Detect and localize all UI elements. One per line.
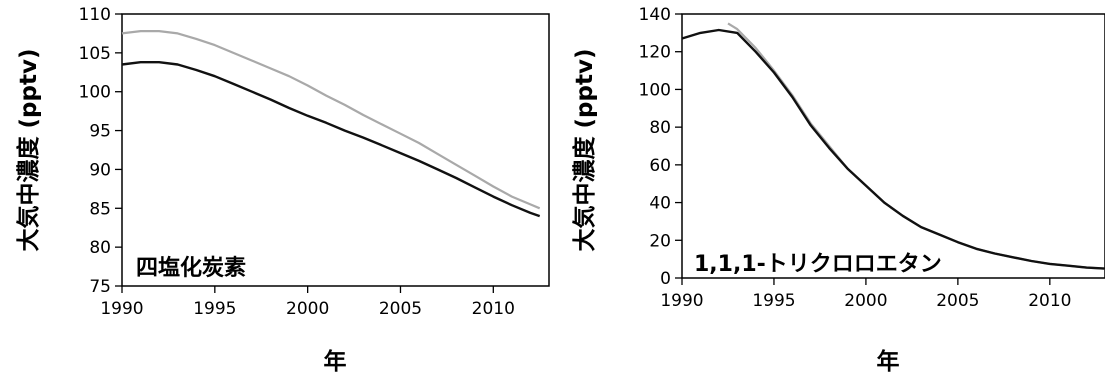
- y-tick-label: 110: [79, 5, 111, 25]
- y-tick-label: 20: [649, 231, 671, 251]
- y-tick-label: 75: [89, 277, 111, 297]
- y-tick-label: 90: [89, 160, 111, 180]
- y-tick-label: 85: [89, 199, 111, 219]
- series-lines: [121, 30, 541, 218]
- series-line-1: [121, 30, 541, 210]
- series-lines: [681, 22, 1105, 270]
- y-tick-label: 40: [649, 194, 671, 214]
- plot-frame: [681, 13, 1105, 279]
- x-tick-label: 1990: [660, 291, 703, 311]
- plot-frame: [121, 13, 550, 287]
- x-tick-label: 1995: [752, 291, 795, 311]
- y-ticks: 75 80 85 90 95 100 105 110: [79, 5, 122, 297]
- x-ticks: 1990 1995 2000 2005 2010: [660, 278, 1071, 311]
- y-tick-label: 120: [639, 43, 671, 63]
- series-line-1: [727, 22, 1105, 270]
- y-tick-label: 80: [649, 118, 671, 138]
- y-axis-label: 大気中濃度 (pptv): [571, 49, 598, 252]
- x-axis-label: 年: [877, 348, 900, 374]
- x-axis-label: 年: [324, 348, 347, 374]
- x-tick-label: 2005: [379, 299, 422, 319]
- y-axis-label: 大気中濃度 (pptv): [15, 49, 42, 252]
- x-tick-label: 2005: [936, 291, 979, 311]
- carbon-tetrachloride-panel: 75 80 85 90 95 100 105 110 1990 1995 2000 2005 2010…: [15, 5, 550, 374]
- series-line-2: [121, 61, 541, 218]
- x-tick-label: 2010: [472, 299, 515, 319]
- y-tick-label: 95: [89, 122, 111, 142]
- panel-annotation: 1,1,1-トリクロロエタン: [694, 252, 942, 277]
- x-tick-label: 1990: [100, 299, 143, 319]
- x-tick-label: 2000: [286, 299, 329, 319]
- y-tick-label: 100: [79, 83, 111, 103]
- series-line-2: [681, 28, 1105, 270]
- panel-annotation: 四塩化炭素: [136, 255, 246, 281]
- y-tick-label: 105: [79, 44, 111, 64]
- y-tick-label: 100: [639, 80, 671, 100]
- y-tick-label: 80: [89, 238, 111, 258]
- x-tick-label: 2000: [844, 291, 887, 311]
- y-tick-label: 140: [639, 5, 671, 25]
- x-tick-label: 1995: [193, 299, 236, 319]
- y-ticks: 0 20 40 60 80 100 120 140: [639, 5, 682, 289]
- y-tick-label: 0: [660, 269, 671, 289]
- y-tick-label: 60: [649, 156, 671, 176]
- x-ticks: 1990 1995 2000 2005 2010: [100, 286, 515, 319]
- x-tick-label: 2010: [1028, 291, 1071, 311]
